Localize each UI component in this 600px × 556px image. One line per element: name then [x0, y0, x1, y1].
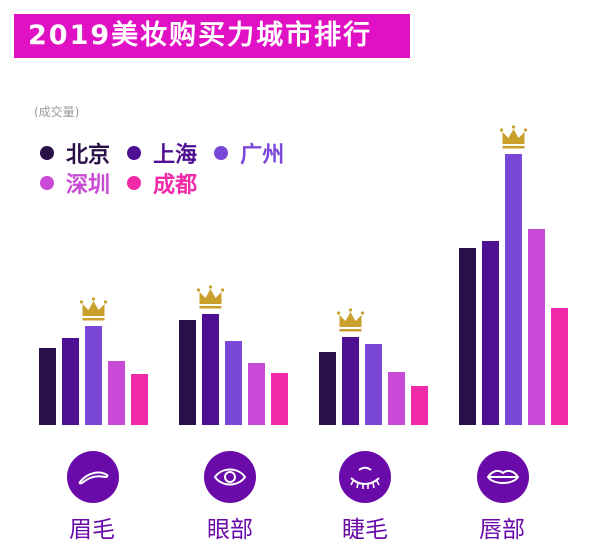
legend-item-shanghai: 上海 [127, 138, 197, 168]
bar-0-3 [108, 361, 125, 425]
bar-3-1 [482, 241, 499, 425]
bar-2-3 [388, 372, 405, 425]
bar-1-4 [271, 373, 288, 425]
category-label-eyebrow: 眉毛 [69, 517, 115, 543]
legend-dot [214, 146, 229, 160]
bar-3-0 [459, 248, 476, 425]
bar-1-0 [179, 320, 196, 425]
legend-label: 成都 [153, 173, 198, 198]
category-label-lips: 唇部 [479, 517, 525, 543]
eyebrow-icon [67, 451, 119, 503]
lips-icon [477, 451, 529, 503]
crown-icon [79, 297, 108, 321]
bar-0-4 [131, 374, 148, 425]
legend-label: 深圳 [66, 173, 111, 198]
bar-1-1 [202, 314, 219, 425]
bar-2-0 [319, 352, 336, 425]
category-label-eye: 眼部 [207, 517, 253, 543]
legend-item-guangzhou: 广州 [214, 138, 284, 168]
legend: 北京 上海 广州 深圳 成都 [40, 138, 360, 198]
crown-icon [196, 285, 225, 309]
bar-2-4 [411, 386, 428, 425]
legend-item-beijing: 北京 [40, 138, 110, 168]
legend-item-chengdu: 成都 [127, 168, 197, 198]
legend-item-shenzhen: 深圳 [40, 168, 110, 198]
eye-icon [204, 451, 256, 503]
bar-2-1 [342, 337, 359, 425]
bar-2-2 [365, 344, 382, 425]
crown-icon [336, 308, 365, 332]
crown-icon [499, 125, 528, 149]
chart-title: 2019美妆购买力城市排行 [14, 14, 410, 58]
bar-3-2 [505, 154, 522, 425]
legend-dot [40, 146, 54, 160]
bar-0-2 [85, 326, 102, 425]
bar-1-2 [225, 341, 242, 425]
legend-dot [127, 146, 142, 160]
bar-3-4 [551, 308, 568, 425]
legend-dot [40, 176, 54, 190]
eyelash-icon [339, 451, 391, 503]
legend-dot [127, 176, 142, 190]
bar-0-0 [39, 348, 56, 425]
bar-3-3 [528, 229, 545, 425]
legend-label: 广州 [240, 143, 285, 168]
bar-1-3 [248, 363, 265, 425]
legend-label: 上海 [153, 143, 198, 168]
bar-0-1 [62, 338, 79, 425]
category-label-eyelash: 睫毛 [342, 517, 388, 543]
legend-label: 北京 [66, 143, 111, 168]
y-axis-unit-label: (成交量) [34, 105, 80, 119]
